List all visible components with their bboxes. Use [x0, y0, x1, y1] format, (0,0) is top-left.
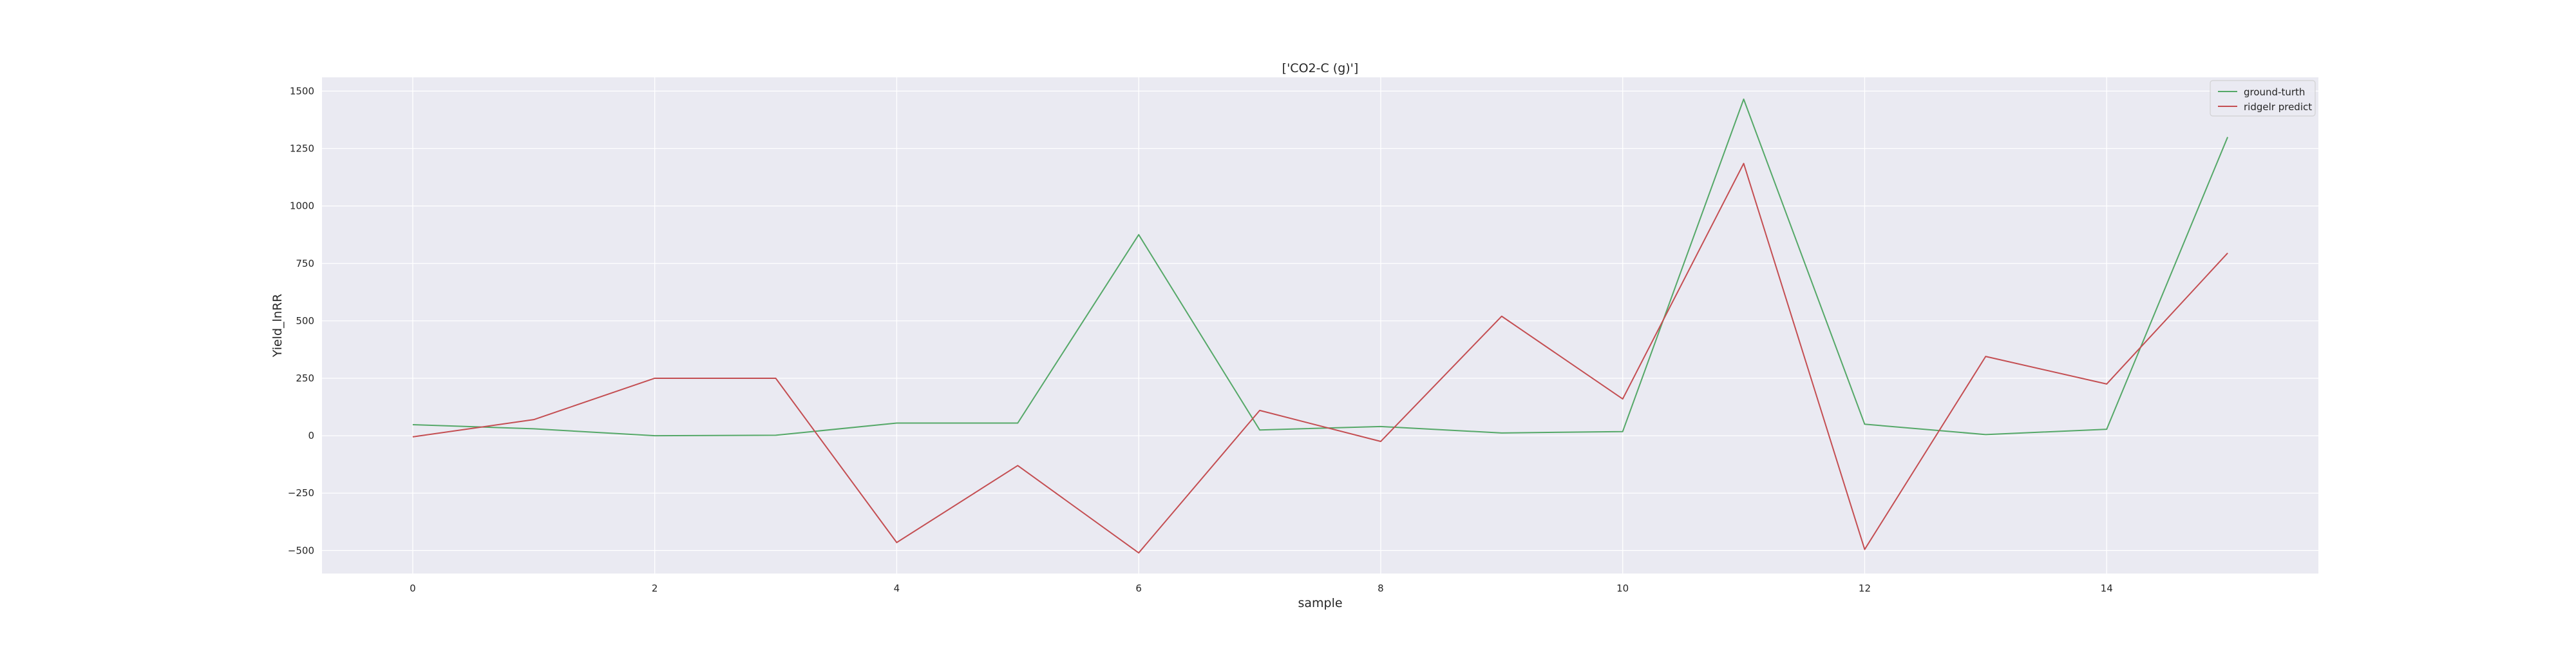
chart-title: ['CO2-C (g)'] [1282, 61, 1359, 75]
x-tick-label: 10 [1616, 583, 1629, 594]
x-tick-label: 4 [894, 583, 900, 594]
legend-label-ridgelr-predict: ridgelr predict [2244, 101, 2312, 113]
series-lines [412, 98, 2229, 554]
x-tick-label: 8 [1378, 583, 1384, 594]
y-tick-label: 750 [296, 258, 314, 269]
x-tick-label: 12 [1859, 583, 1871, 594]
y-tick-label: 500 [296, 315, 314, 327]
x-axis-label: sample [1298, 596, 1342, 610]
y-tick-label: 1250 [290, 143, 314, 155]
legend: ground-turth ridgelr predict [2210, 80, 2316, 117]
y-tick-label: 1500 [290, 85, 314, 97]
series-line-ground-turth [412, 98, 2229, 437]
y-tick-label: 0 [308, 430, 314, 441]
y-tick-label: −250 [288, 487, 314, 499]
y-tick-label: 250 [296, 372, 314, 384]
x-tick-label: 14 [2101, 583, 2113, 594]
x-tick-label: 0 [410, 583, 416, 594]
y-axis-label: Yield_lnRR [270, 294, 285, 358]
x-tick-label: 6 [1135, 583, 1142, 594]
legend-box [2210, 80, 2316, 117]
y-tick-label: 1000 [290, 200, 314, 212]
plot-area [322, 77, 2318, 574]
y-tick-label: −500 [288, 545, 314, 556]
x-tick-label: 2 [652, 583, 658, 594]
tick-labels: 0 2 4 6 8 10 12 14 −500 −250 0 250 500 750 1000 1250 150… [288, 85, 2113, 594]
series-line-ridgelr-predict [412, 162, 2228, 554]
legend-label-ground-truth: ground-turth [2244, 86, 2305, 98]
